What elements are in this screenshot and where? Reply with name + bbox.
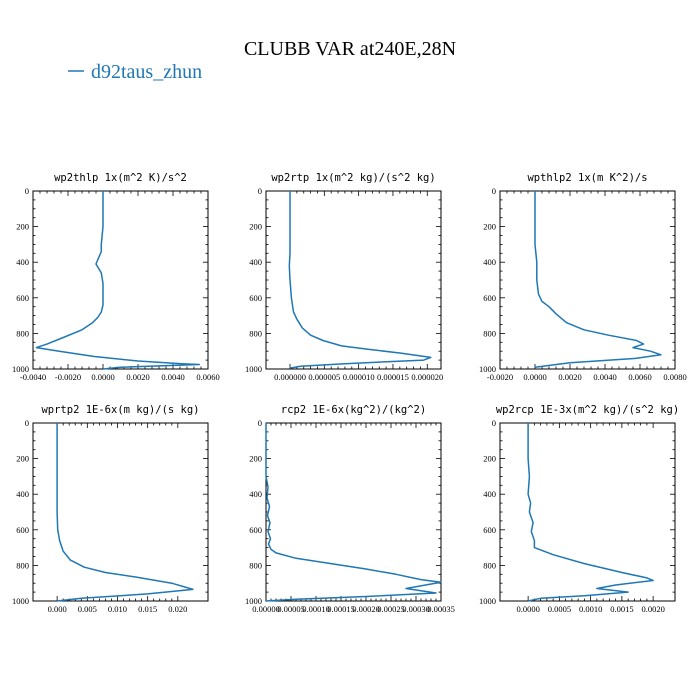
x-tick-label: 0.000010 xyxy=(343,372,375,382)
plot-frame xyxy=(265,190,442,370)
x-tick-label: 0.0000 xyxy=(91,372,114,382)
x-tick-label: 0.0080 xyxy=(663,372,686,382)
plot-frame xyxy=(265,422,442,602)
x-tick-label: 0.00030 xyxy=(402,604,430,614)
x-tick-label: -0.0020 xyxy=(55,372,81,382)
y-tick-label: 400 xyxy=(483,257,496,267)
y-tick-label: 0 xyxy=(25,418,29,428)
x-tick-label: 0.0020 xyxy=(641,604,664,614)
x-tick-label: 0.0060 xyxy=(628,372,651,382)
y-tick-label: 400 xyxy=(16,489,29,499)
y-tick-label: 400 xyxy=(483,489,496,499)
y-tick-label: 0 xyxy=(25,186,29,196)
y-tick-label: 1000 xyxy=(245,596,262,606)
chart-panel-5: rcp2 1E-6x(kg^2)/(kg^2)0.000000.000050.0… xyxy=(245,404,455,614)
y-tick-label: 200 xyxy=(249,222,262,232)
chart-panel-2: wp2rtp 1x(m^2 kg)/(s^2 kg)0.000000 0.0000… xyxy=(245,172,443,382)
chart-panel-3: wpthlp2 1x(m K^2)/s -0.0020 0.0000 0.0020 0.… xyxy=(479,172,687,382)
x-tick-label: 0.0015 xyxy=(610,604,633,614)
y-tick-label: 0 xyxy=(258,418,262,428)
x-tick-label: 0.0040 xyxy=(593,372,616,382)
plot-frame xyxy=(499,190,676,370)
y-tick-label: 1000 xyxy=(479,364,496,374)
x-tick-label: 0.000020 xyxy=(411,372,443,382)
y-tick-label: 1000 xyxy=(12,596,29,606)
y-tick-label: 200 xyxy=(16,222,29,232)
x-tick-label: 0.000000 xyxy=(274,372,306,382)
y-tick-label: 200 xyxy=(249,454,262,464)
series-line-d92taus_zhun xyxy=(56,423,194,602)
chart-panel-6: wp2rcp 1E-3x(m^2 kg)/(s^2 kg) 0.0000 0.000… xyxy=(479,404,679,614)
x-tick-label: 0.0040 xyxy=(161,372,184,382)
x-tick-label: 0.015 xyxy=(138,604,157,614)
chart-panel-4: wprtp2 1E-6x(m kg)/(s kg) 0.000 0.005 0.010… xyxy=(12,404,209,614)
x-tick-label: 0.0000 xyxy=(516,604,539,614)
panel-grid: wp2thlp 1x(m^2 K)/s^2 -0.0040 -0.0020 0.000… xyxy=(12,172,687,614)
x-tick-label: 0.00000 xyxy=(252,604,280,614)
y-tick-label: 600 xyxy=(483,525,496,535)
panel-title: rcp2 1E-6x(kg^2)/(kg^2) xyxy=(281,404,426,416)
y-tick-label: 200 xyxy=(483,454,496,464)
y-tick-label: 200 xyxy=(483,222,496,232)
series-line-d92taus_zhun xyxy=(527,423,654,602)
x-tick-label: 0.010 xyxy=(108,604,127,614)
panel-title: wp2thlp 1x(m^2 K)/s^2 xyxy=(54,172,187,184)
x-tick-label: 0.020 xyxy=(168,604,187,614)
series-line-d92taus_zhun xyxy=(288,191,432,369)
x-tick-label: 0.000015 xyxy=(377,372,409,382)
figure-title: CLUBB VAR at240E,28N xyxy=(244,38,456,60)
x-tick-label: 0.00025 xyxy=(377,604,405,614)
y-tick-label: 400 xyxy=(249,489,262,499)
y-tick-label: 600 xyxy=(16,293,29,303)
x-tick-label: -0.0040 xyxy=(20,372,46,382)
x-tick-label: 0.000005 xyxy=(308,372,340,382)
y-tick-label: 600 xyxy=(249,525,262,535)
y-tick-label: 400 xyxy=(16,257,29,267)
panel-title: wprtp2 1E-6x(m kg)/(s kg) xyxy=(41,404,199,416)
series-line-d92taus_zhun xyxy=(265,423,442,602)
y-tick-label: 0 xyxy=(258,186,262,196)
y-tick-label: 1000 xyxy=(245,364,262,374)
y-tick-label: 0 xyxy=(492,418,496,428)
plot-frame xyxy=(499,422,676,602)
x-tick-label: 0.00035 xyxy=(427,604,455,614)
x-tick-label: 0.0005 xyxy=(548,604,571,614)
x-tick-label: 0.005 xyxy=(78,604,97,614)
y-tick-label: 1000 xyxy=(479,596,496,606)
x-tick-label: 0.00020 xyxy=(352,604,380,614)
x-tick-label: 0.0020 xyxy=(126,372,149,382)
panel-title: wpthlp2 1x(m K^2)/s xyxy=(527,172,647,184)
x-tick-label: 0.0000 xyxy=(523,372,546,382)
y-tick-label: 800 xyxy=(483,328,496,338)
x-tick-label: 0.00005 xyxy=(277,604,305,614)
y-tick-label: 200 xyxy=(16,454,29,464)
y-tick-label: 800 xyxy=(16,560,29,570)
y-tick-label: 0 xyxy=(492,186,496,196)
y-tick-label: 600 xyxy=(16,525,29,535)
x-tick-label: 0.0060 xyxy=(196,372,219,382)
legend: d92taus_zhun xyxy=(68,61,202,83)
y-tick-label: 600 xyxy=(483,293,496,303)
y-tick-label: 600 xyxy=(249,293,262,303)
x-tick-label: 0.0020 xyxy=(558,372,581,382)
series-line-d92taus_zhun xyxy=(534,191,662,368)
x-tick-label: 0.00015 xyxy=(327,604,355,614)
series-line-d92taus_zhun xyxy=(35,191,201,370)
x-tick-label: -0.0020 xyxy=(487,372,513,382)
plot-frame xyxy=(32,190,209,370)
x-tick-label: 0.000 xyxy=(48,604,67,614)
x-tick-label: 0.0010 xyxy=(579,604,602,614)
panel-title: wp2rtp 1x(m^2 kg)/(s^2 kg) xyxy=(271,172,435,184)
y-tick-label: 1000 xyxy=(12,364,29,374)
y-tick-label: 800 xyxy=(483,560,496,570)
y-tick-label: 800 xyxy=(249,560,262,570)
panel-title: wp2rcp 1E-3x(m^2 kg)/(s^2 kg) xyxy=(496,404,679,416)
chart-panel-1: wp2thlp 1x(m^2 K)/s^2 -0.0040 -0.0020 0.000… xyxy=(12,172,220,382)
y-tick-label: 800 xyxy=(16,328,29,338)
legend-label: d92taus_zhun xyxy=(91,61,202,83)
y-tick-label: 400 xyxy=(249,257,262,267)
y-tick-label: 800 xyxy=(249,328,262,338)
x-tick-label: 0.00010 xyxy=(302,604,330,614)
